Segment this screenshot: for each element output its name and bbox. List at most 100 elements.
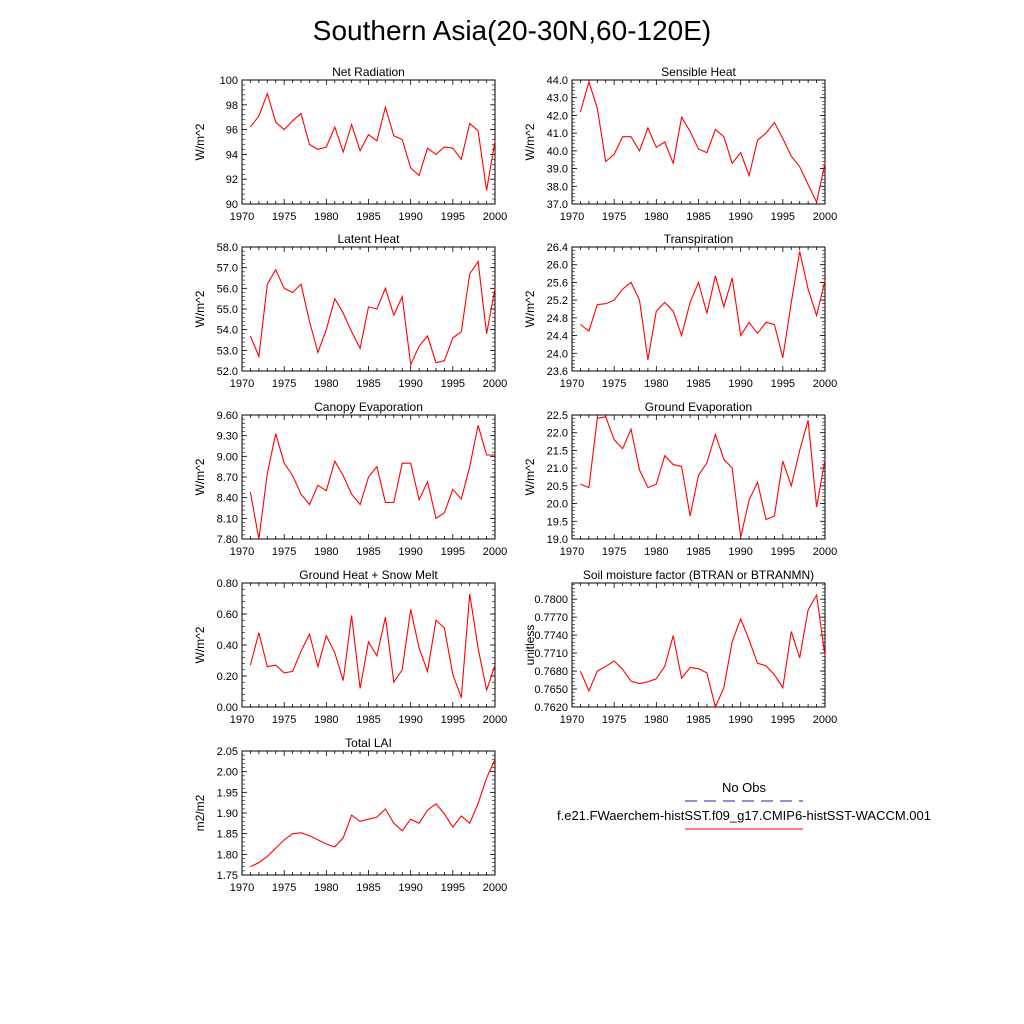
y-tick-label: 0.7620	[534, 702, 568, 714]
x-tick-label: 2000	[813, 378, 837, 390]
y-axis-label: W/m^2	[193, 123, 207, 160]
panel-title: Sensible Heat	[661, 65, 736, 79]
x-tick-label: 1985	[686, 211, 710, 223]
series-line	[249, 259, 496, 367]
y-axis-label: m2/m2	[193, 794, 207, 831]
y-tick-label: 0.20	[217, 671, 238, 683]
x-tick-label: 1995	[771, 546, 795, 558]
y-tick-label: 43.0	[547, 93, 568, 105]
x-tick-label: 1975	[602, 546, 626, 558]
x-tick-label: 1995	[441, 211, 465, 223]
y-tick-label: 58.0	[217, 242, 238, 254]
y-tick-label: 0.7740	[534, 630, 568, 642]
y-tick-label: 19.0	[547, 534, 568, 546]
y-tick-label: 54.0	[217, 325, 238, 337]
y-tick-label: 0.60	[217, 609, 238, 621]
y-tick-label: 7.80	[217, 534, 238, 546]
x-tick-label: 2000	[813, 546, 837, 558]
y-tick-label: 0.7770	[534, 612, 568, 624]
y-tick-label: 56.0	[217, 283, 238, 295]
legend-model-label: f.e21.FWaerchem-histSST.f09_g17.CMIP6-hi…	[557, 808, 931, 823]
y-tick-label: 98	[226, 100, 238, 112]
x-tick-label: 1975	[272, 211, 296, 223]
chart-panel: 1970 1975 1980 1985 1990 1995 2000 0.00 0.20 0.40…	[193, 568, 507, 726]
x-tick-label: 1970	[560, 546, 584, 558]
y-tick-label: 21.0	[547, 463, 568, 475]
x-tick-label: 1980	[314, 882, 338, 894]
x-tick-label: 1980	[644, 546, 668, 558]
chart-panel: 1970 1975 1980 1985 1990 1995 2000 7.80 8.10 8.40…	[193, 400, 507, 558]
series-line	[580, 251, 826, 360]
y-tick-label: 24.0	[547, 348, 568, 360]
y-tick-label: 2.00	[217, 767, 238, 779]
y-tick-label: 0.7800	[534, 594, 568, 606]
panel-title: Ground Heat + Snow Melt	[299, 568, 438, 582]
series-line	[249, 593, 496, 698]
x-tick-label: 1985	[356, 211, 380, 223]
series-line	[249, 425, 495, 540]
y-tick-label: 21.5	[547, 445, 568, 457]
y-axis-label: W/m^2	[193, 458, 207, 495]
y-tick-label: 1.80	[217, 849, 238, 861]
legend-obs-label: No Obs	[722, 780, 767, 795]
x-tick-label: 1980	[644, 378, 668, 390]
panel-title: Ground Evaporation	[645, 400, 752, 414]
chart-panel: 1970 1975 1980 1985 1990 1995 2000 90 92 94 96 98 10…	[193, 65, 507, 223]
x-tick-label: 1970	[230, 882, 254, 894]
y-tick-label: 55.0	[217, 304, 238, 316]
x-tick-label: 2000	[483, 882, 507, 894]
plot-frame	[571, 582, 826, 708]
plot-frame	[571, 246, 826, 372]
x-tick-label: 1970	[230, 546, 254, 558]
x-tick-label: 1970	[560, 714, 584, 726]
x-tick-label: 1990	[398, 882, 422, 894]
x-tick-label: 1990	[398, 378, 422, 390]
x-tick-label: 1970	[230, 378, 254, 390]
y-tick-label: 52.0	[217, 366, 238, 378]
x-tick-label: 1985	[686, 546, 710, 558]
y-tick-label: 22.5	[547, 410, 568, 422]
series-line	[249, 91, 496, 191]
x-tick-label: 1980	[314, 714, 338, 726]
x-tick-label: 1985	[686, 714, 710, 726]
plot-frame	[241, 750, 496, 876]
y-tick-label: 2.05	[217, 746, 238, 758]
plot-frame	[241, 79, 496, 205]
y-tick-label: 94	[226, 149, 238, 161]
y-tick-label: 42.0	[547, 110, 568, 122]
y-axis-label: W/m^2	[523, 458, 537, 495]
x-tick-label: 1995	[441, 714, 465, 726]
x-tick-label: 1995	[441, 378, 465, 390]
x-tick-label: 2000	[813, 714, 837, 726]
y-tick-label: 0.00	[217, 702, 238, 714]
y-tick-label: 37.0	[547, 199, 568, 211]
chart-panel: 1970 1975 1980 1985 1990 1995 2000 0.7620 0.7650…	[523, 568, 837, 726]
x-tick-label: 1995	[441, 882, 465, 894]
y-axis-label: W/m^2	[523, 290, 537, 327]
x-tick-label: 1980	[314, 378, 338, 390]
x-tick-label: 1970	[560, 378, 584, 390]
x-tick-label: 1980	[644, 211, 668, 223]
plot-frame	[571, 79, 826, 205]
y-tick-label: 90	[226, 199, 238, 211]
y-tick-label: 1.75	[217, 870, 238, 882]
x-tick-label: 2000	[483, 378, 507, 390]
x-tick-label: 2000	[483, 546, 507, 558]
y-tick-label: 8.70	[217, 472, 238, 484]
x-tick-label: 1990	[398, 211, 422, 223]
series-line	[250, 759, 496, 868]
y-axis-label: W/m^2	[193, 626, 207, 663]
x-tick-label: 1975	[272, 714, 296, 726]
x-tick-label: 1995	[441, 546, 465, 558]
y-tick-label: 1.95	[217, 787, 238, 799]
x-tick-label: 1985	[356, 714, 380, 726]
y-tick-label: 0.80	[217, 578, 238, 590]
x-tick-label: 1985	[356, 546, 380, 558]
series-line	[579, 593, 826, 709]
chart-panel: 1970 1975 1980 1985 1990 1995 2000 52.0 53.0 54.0…	[193, 232, 507, 390]
y-tick-label: 0.7650	[534, 684, 568, 696]
series-line	[579, 79, 826, 204]
plot-frame	[241, 582, 496, 708]
y-tick-label: 24.4	[547, 331, 568, 343]
y-tick-label: 19.5	[547, 516, 568, 528]
